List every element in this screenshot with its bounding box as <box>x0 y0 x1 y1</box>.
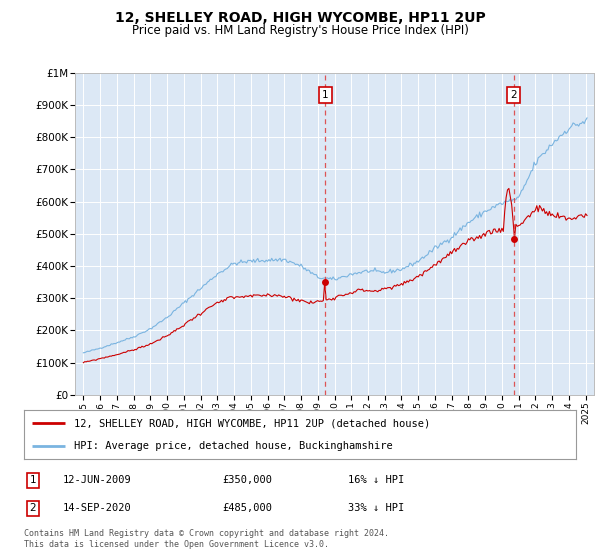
Text: 1: 1 <box>29 475 37 486</box>
Text: 12, SHELLEY ROAD, HIGH WYCOMBE, HP11 2UP (detached house): 12, SHELLEY ROAD, HIGH WYCOMBE, HP11 2UP… <box>74 418 430 428</box>
Text: Price paid vs. HM Land Registry's House Price Index (HPI): Price paid vs. HM Land Registry's House … <box>131 24 469 36</box>
Text: 33% ↓ HPI: 33% ↓ HPI <box>348 503 404 514</box>
Text: HPI: Average price, detached house, Buckinghamshire: HPI: Average price, detached house, Buck… <box>74 441 392 451</box>
Text: 16% ↓ HPI: 16% ↓ HPI <box>348 475 404 486</box>
Text: £485,000: £485,000 <box>222 503 272 514</box>
Text: 2: 2 <box>511 90 517 100</box>
Text: 2: 2 <box>29 503 37 514</box>
Text: Contains HM Land Registry data © Crown copyright and database right 2024.
This d: Contains HM Land Registry data © Crown c… <box>24 529 389 549</box>
Text: 14-SEP-2020: 14-SEP-2020 <box>63 503 132 514</box>
Text: 12-JUN-2009: 12-JUN-2009 <box>63 475 132 486</box>
Text: 1: 1 <box>322 90 329 100</box>
Text: £350,000: £350,000 <box>222 475 272 486</box>
Text: 12, SHELLEY ROAD, HIGH WYCOMBE, HP11 2UP: 12, SHELLEY ROAD, HIGH WYCOMBE, HP11 2UP <box>115 11 485 25</box>
